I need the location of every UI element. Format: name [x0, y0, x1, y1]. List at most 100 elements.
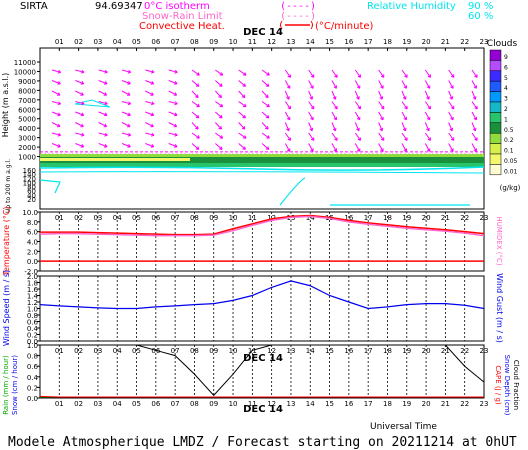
wind-arrow	[238, 143, 246, 150]
universal-time-label: Universal Time	[370, 422, 437, 432]
wind-arrow-head	[473, 116, 477, 121]
x-tick-label: 08	[190, 214, 199, 222]
wind-arrow-head	[474, 137, 478, 141]
wind-arrow	[191, 143, 200, 150]
y-tick-label: 120	[23, 175, 36, 183]
wind-arrow-head	[310, 74, 315, 78]
wind-arrow	[121, 132, 131, 136]
y-tick-label: 40	[27, 192, 36, 200]
wind-arrow-head	[219, 146, 223, 150]
wind-arrow	[401, 69, 408, 78]
x-tick-label: 15	[325, 347, 334, 355]
wind-arrow	[401, 90, 406, 100]
isotherm-label: 0°C isotherm	[144, 1, 210, 12]
wind-arrow-head	[287, 137, 291, 141]
wind-arrow	[424, 101, 431, 110]
x-tick-label: 23	[480, 214, 489, 222]
x-tick-label: 10	[229, 400, 238, 408]
x-tick-label: 15	[325, 400, 334, 408]
wind-arrow	[51, 69, 61, 73]
wind-arrow-head	[287, 74, 291, 78]
y-axis-label: Rain (mm / hour)	[2, 355, 10, 415]
wind-arrow	[354, 132, 361, 141]
wind-arrow	[331, 111, 337, 121]
wind-arrow-head	[474, 74, 478, 78]
x-tick-label: 07	[171, 400, 180, 408]
x-tick-label: 20	[422, 38, 431, 46]
wind-arrow	[424, 90, 430, 100]
x-tick-label: 10	[229, 214, 238, 222]
wind-arrow	[284, 111, 291, 121]
rh-60: 60 %	[468, 11, 493, 22]
wind-arrow-head	[266, 135, 270, 139]
wind-arrow	[471, 132, 478, 141]
y-tick-label: 8000	[18, 87, 36, 95]
wind-arrow	[448, 90, 453, 100]
wind-arrow-head	[266, 72, 270, 76]
wind-arrow-head	[404, 137, 408, 141]
x-tick-label: 09	[209, 347, 218, 355]
wind-arrow	[75, 80, 84, 85]
x-tick-label: 12	[267, 38, 276, 46]
wind-arrow-head	[219, 72, 224, 76]
colorbar-label: 5	[504, 75, 508, 82]
x-tick-label: 01	[55, 214, 64, 222]
rh-label: Relative Humidity	[367, 1, 456, 12]
wind-arrow	[214, 90, 222, 98]
y-tick-label: 0.6	[27, 363, 39, 371]
y-tick-label: 0.0	[27, 338, 38, 346]
x-tick-label: 18	[383, 214, 392, 222]
wind-arrow-head	[310, 85, 314, 89]
wind-arrow	[75, 122, 84, 128]
wind-arrow-head	[103, 123, 108, 128]
x-tick-label: 22	[460, 214, 469, 222]
wind-arrow	[308, 90, 313, 100]
wind-arrow-head	[286, 85, 291, 89]
wind-arrow-head	[332, 96, 337, 100]
y-tick-label: 3000	[18, 135, 36, 143]
y-tick-label: 10000	[14, 68, 36, 76]
wind-arrow	[238, 122, 246, 130]
wind-arrow-head	[126, 123, 131, 128]
x-tick-label: 05	[132, 38, 141, 46]
wind-arrow	[238, 90, 246, 98]
x-tick-label: 16	[344, 400, 353, 408]
wind-arrow	[308, 122, 313, 131]
wind-arrow-head	[243, 135, 247, 139]
wind-arrow-head	[449, 127, 454, 132]
wind-arrow	[51, 80, 61, 85]
wind-arrow	[121, 80, 131, 85]
wind-arrow	[215, 143, 223, 150]
wind-arrow	[284, 101, 291, 110]
wind-arrow-head	[81, 69, 85, 74]
wind-arrow-head	[104, 132, 108, 137]
wind-arrow-head	[356, 148, 361, 152]
wind-arrow-head	[243, 103, 247, 108]
x-tick-label: 21	[441, 214, 450, 222]
wind-arrow-head	[196, 135, 200, 139]
wind-arrow	[121, 122, 131, 128]
wind-arrow-head	[81, 101, 85, 106]
wind-arrow	[215, 80, 223, 87]
wind-arrow	[378, 90, 383, 100]
x-tick-label: 01	[55, 400, 64, 408]
x-tick-label: 11	[248, 214, 257, 222]
wind-arrow-head	[333, 85, 337, 89]
wind-arrow-head	[242, 83, 246, 87]
colorbar-label: 0.01	[504, 168, 518, 175]
wind-arrow	[424, 69, 431, 78]
wind-arrow-head	[57, 69, 62, 74]
y-tick-label: 80	[27, 184, 36, 192]
wind-arrow-head	[286, 116, 291, 121]
wind-arrow-head	[356, 116, 361, 121]
wind-arrow	[378, 69, 385, 78]
y-tick-label: 1.2	[27, 299, 38, 307]
wind-arrow-head	[127, 101, 132, 106]
wind-arrow-head	[104, 112, 108, 117]
wind-arrow-head	[380, 116, 384, 121]
x-tick-label: 13	[286, 38, 295, 46]
wind-arrow	[354, 143, 361, 152]
wind-arrow	[378, 101, 385, 110]
wind-arrow	[98, 101, 108, 105]
wind-arrow-head	[450, 105, 455, 110]
